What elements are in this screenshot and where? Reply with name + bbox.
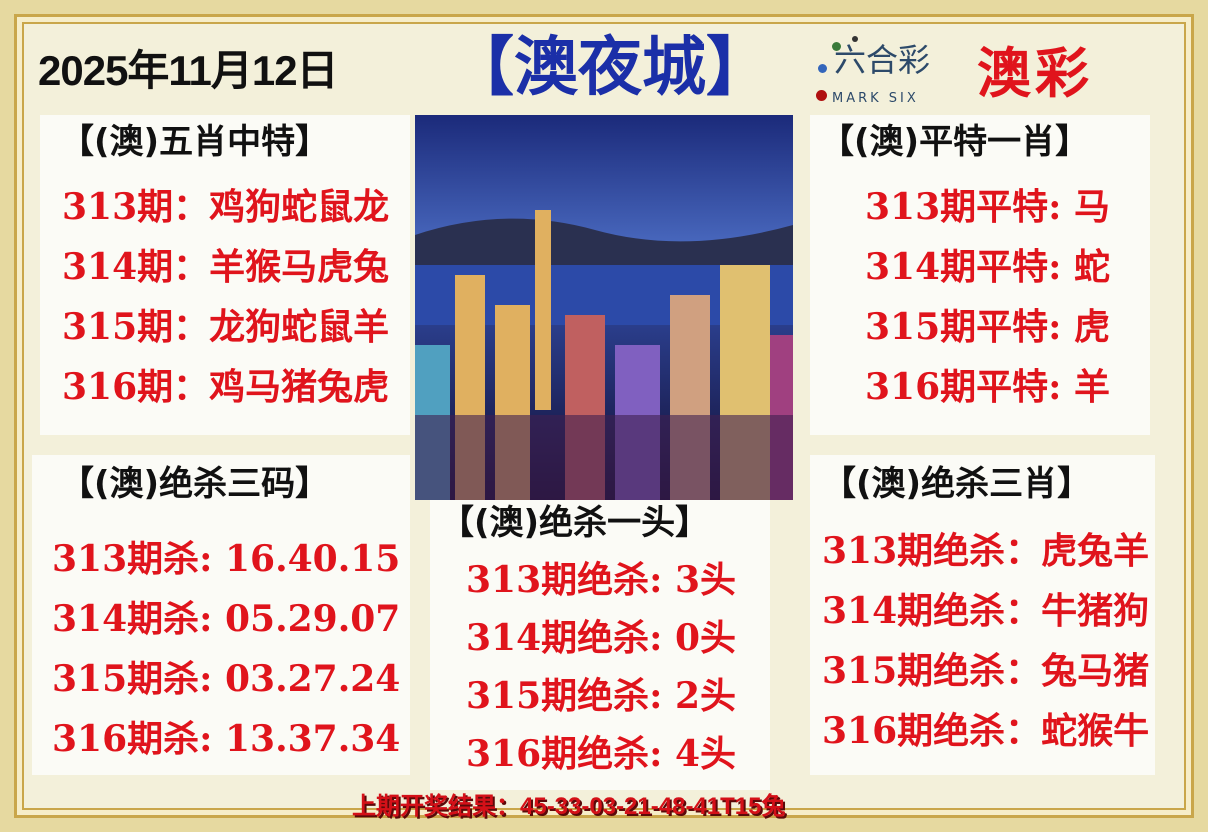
- list-item: 315期绝杀: 2头: [466, 675, 737, 717]
- date: 2025年11月12日: [38, 47, 339, 94]
- list-item: 315期：龙狗蛇鼠羊: [62, 306, 390, 348]
- list-item: 313期平特: 马: [865, 186, 1110, 228]
- city-night-skyline-photo: [415, 115, 793, 500]
- section-title: 【(澳)绝杀三码】: [60, 464, 330, 504]
- list-item: 313期绝杀: 3头: [466, 559, 737, 601]
- panel-kill-one-head: 【(澳)绝杀一头】 313期绝杀: 3头 314期绝杀: 0头 315期绝杀: …: [430, 500, 770, 790]
- list-item: 314期平特: 蛇: [865, 246, 1110, 288]
- panel-flat-one: 【(澳)平特一肖】 313期平特: 马 314期平特: 蛇 315期平特: 虎 …: [810, 115, 1150, 435]
- section-title: 【(澳)绝杀三肖】: [822, 464, 1092, 504]
- list-item: 314期绝杀：牛猪狗: [822, 590, 1150, 632]
- list-item: 316期杀: 13.37.34: [52, 718, 401, 760]
- list-item: 316期绝杀: 4头: [466, 733, 737, 775]
- list-item: 313期绝杀：虎兔羊: [822, 530, 1150, 572]
- list-item: 316期：鸡马猪兔虎: [62, 366, 390, 408]
- panel-kill-three-zodiac: 【(澳)绝杀三肖】 313期绝杀：虎兔羊 314期绝杀：牛猪狗 315期绝杀：兔…: [810, 455, 1155, 775]
- list-item: 314期绝杀: 0头: [466, 617, 737, 659]
- logo-cn: 六合彩: [834, 41, 931, 79]
- list-item: 316期平特: 羊: [865, 366, 1110, 408]
- section-title: 【(澳)平特一肖】: [820, 122, 1090, 162]
- list-item: 315期绝杀：兔马猪: [822, 650, 1150, 692]
- last-result: 上期开奖结果：45-33-03-21-48-41T15兔: [352, 793, 786, 820]
- list-item: 313期：鸡狗蛇鼠龙: [62, 186, 390, 228]
- mark-six-logo: 六合彩 MARK SIX 澳彩: [812, 36, 1152, 116]
- list-item: 313期杀: 16.40.15: [52, 538, 401, 580]
- page-title: 【澳夜城】: [450, 31, 770, 105]
- panel-five-zodiac: 【(澳)五肖中特】 313期：鸡狗蛇鼠龙 314期：羊猴马虎兔 315期：龙狗蛇…: [40, 115, 410, 435]
- list-item: 316期绝杀：蛇猴牛: [822, 710, 1150, 752]
- list-item: 314期：羊猴马虎兔: [62, 246, 390, 288]
- list-item: 314期杀: 05.29.07: [52, 598, 401, 640]
- panel-kill-three-codes: 【(澳)绝杀三码】 313期杀: 16.40.15 314期杀: 05.29.0…: [32, 455, 410, 775]
- list-item: 315期杀: 03.27.24: [52, 658, 401, 700]
- section-title: 【(澳)五肖中特】: [60, 122, 330, 162]
- logo-en: MARK SIX: [832, 91, 919, 106]
- list-item: 315期平特: 虎: [865, 306, 1110, 348]
- logo-brand: 澳彩: [977, 42, 1093, 105]
- section-title: 【(澳)绝杀一头】: [440, 503, 710, 543]
